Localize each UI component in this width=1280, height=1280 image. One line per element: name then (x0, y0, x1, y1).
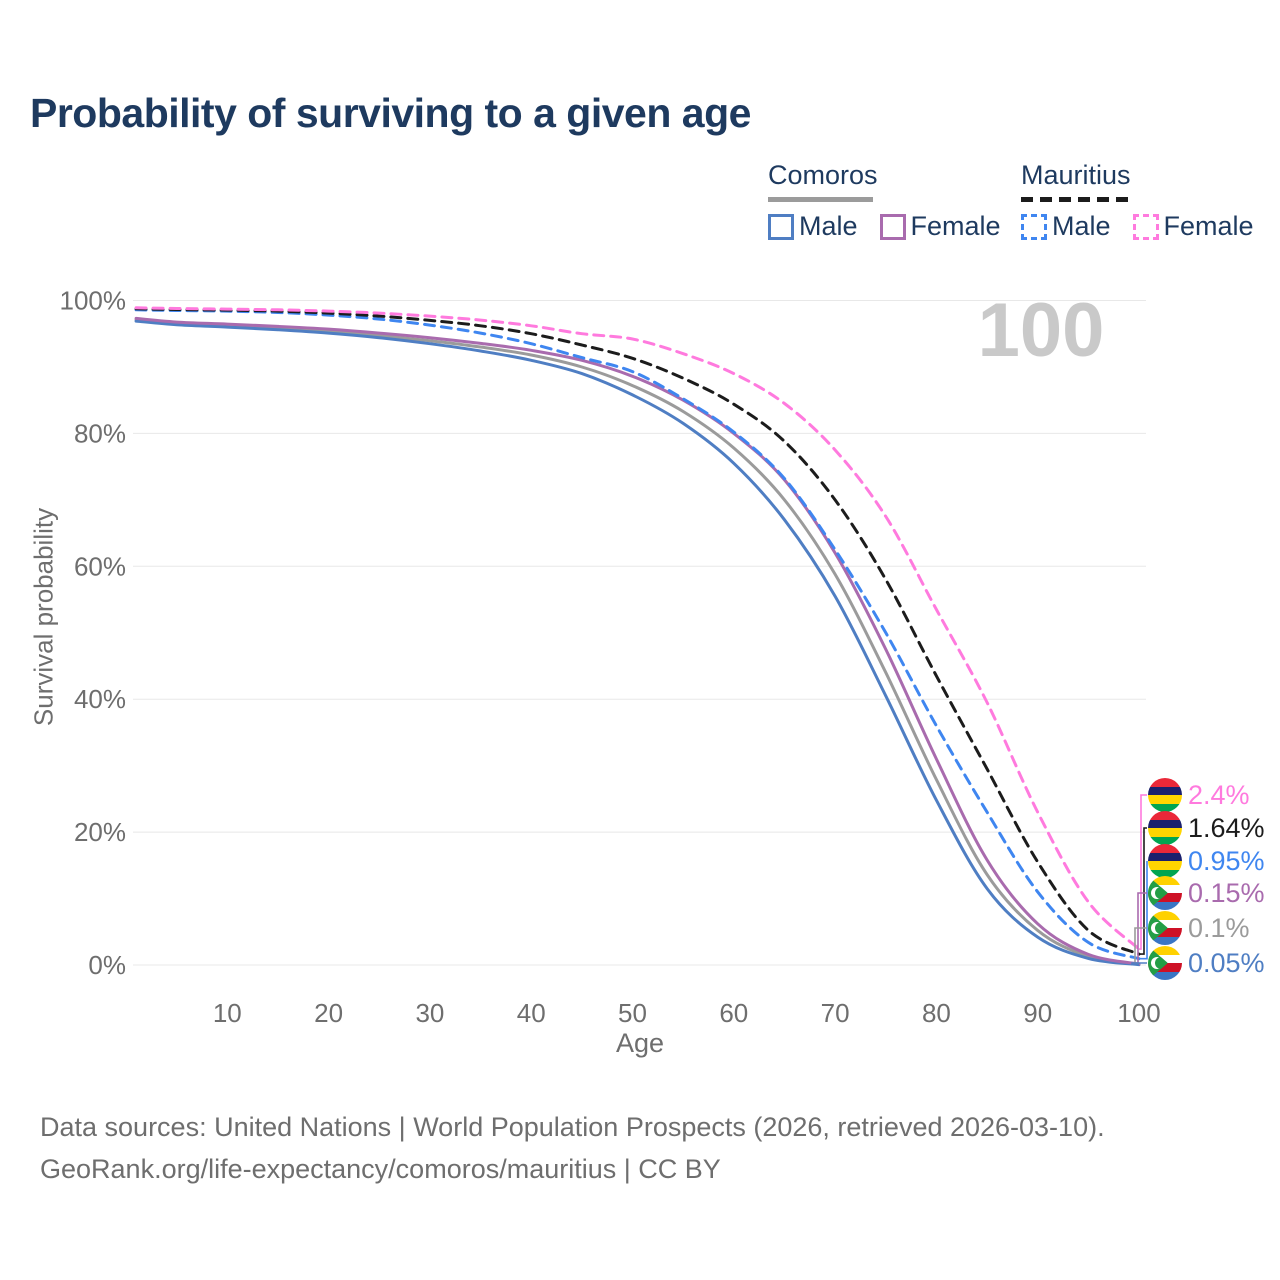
hover-age-watermark: 100 (977, 288, 1105, 373)
x-tick-label: 100 (1117, 998, 1160, 1028)
series-line-mauritius-female[interactable] (134, 306, 1141, 951)
legend-group-title-mauritius: Mauritius (1021, 160, 1131, 190)
series-line-comoros-female[interactable] (134, 316, 1141, 966)
legend-item-comoros-male[interactable]: Male (768, 211, 858, 242)
y-tick-label: 60% (74, 551, 126, 581)
end-label-mauritius-total: 1.64% (1148, 811, 1265, 845)
y-tick-label: 40% (74, 684, 126, 714)
series-line-mauritius-male[interactable] (134, 308, 1141, 961)
x-tick-label: 30 (415, 998, 444, 1028)
x-tick-label: 50 (618, 998, 647, 1028)
mauritius-flag-icon (1148, 778, 1182, 812)
y-tick-label: 80% (74, 418, 126, 448)
data-sources-line: Data sources: United Nations | World Pop… (40, 1112, 1105, 1142)
x-tick-label: 90 (1023, 998, 1052, 1028)
leader-line-mauritius-total (1139, 827, 1147, 955)
mauritius-flag-icon (1148, 844, 1182, 878)
footer: Data sources: United Nations | World Pop… (40, 1106, 1105, 1190)
end-label-comoros-male: 0.05% (1148, 946, 1265, 980)
series-line-comoros-total[interactable] (134, 318, 1141, 966)
comoros-flag-icon (1148, 911, 1182, 945)
georank-attribution-link[interactable]: GeoRank.org/life-expectancy/comoros/maur… (40, 1154, 721, 1184)
leader-line-mauritius-female (1139, 794, 1147, 950)
legend-group-title-comoros: Comoros (768, 160, 878, 190)
end-label-comoros-total: 0.1% (1148, 911, 1250, 945)
x-tick-label: 20 (314, 998, 343, 1028)
end-label-value: 0.95% (1188, 845, 1265, 876)
legend-item-comoros-female[interactable]: Female (879, 211, 1001, 242)
end-label-value: 0.15% (1188, 877, 1265, 908)
mauritius-female-swatch-icon (1132, 213, 1159, 240)
end-label-value: 1.64% (1188, 812, 1265, 843)
y-tick-label: 0% (88, 950, 126, 980)
comoros-flag-icon (1148, 876, 1182, 910)
y-tick-label: 100% (60, 286, 127, 316)
end-label-mauritius-female: 2.4% (1148, 778, 1250, 812)
x-tick-label: 10 (213, 998, 242, 1028)
comoros-flag-icon (1148, 946, 1182, 980)
x-tick-label: 70 (821, 998, 850, 1028)
series-line-mauritius-total[interactable] (134, 307, 1141, 956)
legend-label: Male (799, 211, 858, 241)
x-axis-title: Age (615, 1028, 665, 1058)
end-label-mauritius-male: 0.95% (1148, 844, 1265, 878)
legend-group-comoros: Comoros Male Female (768, 160, 1023, 242)
end-label-comoros-female: 0.15% (1148, 876, 1265, 910)
mauritius-flag-icon (1148, 811, 1182, 845)
legend-label: Female (1163, 211, 1254, 241)
end-label-value: 0.05% (1188, 947, 1265, 978)
y-tick-label: 20% (74, 817, 126, 847)
leader-line-comoros-male (1131, 962, 1147, 966)
comoros-solid-line-sample (768, 197, 873, 202)
x-tick-label: 60 (719, 998, 748, 1028)
x-tick-label: 40 (517, 998, 546, 1028)
legend-item-mauritius-male[interactable]: Male (1021, 211, 1111, 242)
legend-label: Male (1052, 211, 1111, 241)
legend-item-mauritius-female[interactable]: Female (1132, 211, 1254, 242)
x-tick-label: 80 (922, 998, 951, 1028)
legend-label: Female (910, 211, 1001, 241)
page-title: Probability of surviving to a given age (30, 90, 751, 136)
legend-group-mauritius: Mauritius Male Female (1021, 160, 1276, 242)
series-line-comoros-male[interactable] (134, 319, 1141, 967)
comoros-male-swatch-icon (768, 213, 794, 240)
end-label-value: 2.4% (1188, 779, 1250, 810)
mauritius-dashed-line-sample (1021, 197, 1133, 202)
comoros-female-swatch-icon (879, 213, 906, 240)
end-label-value: 0.1% (1188, 912, 1250, 943)
mauritius-male-swatch-icon (1021, 213, 1047, 240)
